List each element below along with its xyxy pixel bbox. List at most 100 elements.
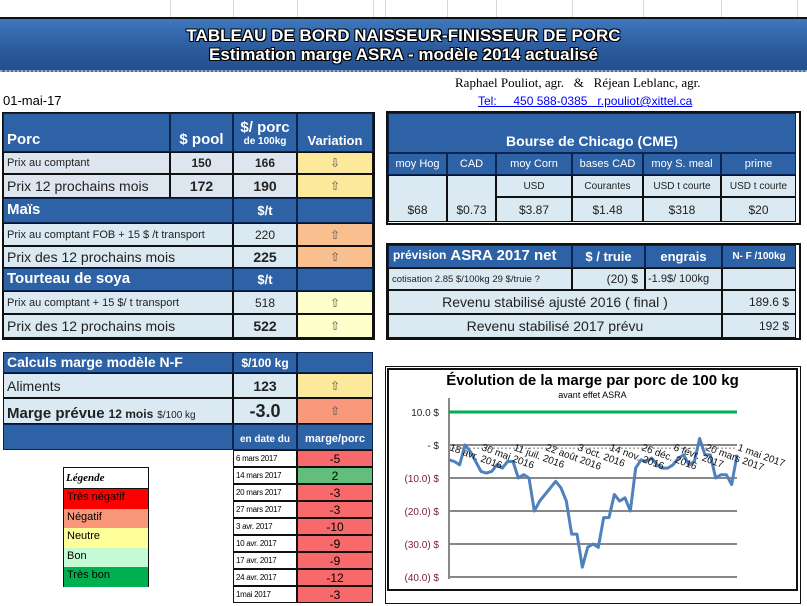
legend-item: Neutre [64, 528, 148, 548]
data-point [731, 484, 733, 486]
cme-unit: USD [496, 175, 572, 197]
data-point [560, 487, 562, 489]
history-date: 27 mars 2017 [233, 501, 297, 518]
history-date: 17 avr. 2017 [233, 552, 297, 569]
variation-header: Variation [297, 113, 373, 152]
cme-col-header: CAD [447, 153, 496, 175]
y-tick-label: (10.0) $ [405, 474, 440, 485]
rev2016-value: 189.6 $ [722, 290, 796, 314]
chart-subtitle: avant effet ASRA [558, 390, 627, 400]
data-point [480, 470, 482, 472]
history-date: 10 avr. 2017 [233, 535, 297, 552]
aliments-label: Aliments [3, 373, 233, 398]
data-point [603, 517, 605, 519]
data-point [720, 474, 722, 476]
mais-spot-value: 220 [233, 223, 297, 246]
cme-unit: USD t courte [721, 175, 796, 197]
history-marge: -9 [297, 552, 373, 569]
aliments-value: 123 [233, 373, 297, 398]
calculs-unit: $/100 kg [233, 352, 297, 373]
data-point [736, 454, 738, 456]
date-header: en date du [233, 424, 297, 450]
arrow-up-icon: ⇧ [297, 246, 373, 268]
data-point [597, 546, 599, 548]
data-point [725, 474, 727, 476]
data-point [544, 494, 546, 495]
y-tick-label: - $ [427, 441, 439, 452]
data-point [683, 454, 685, 456]
arrow-up-icon: ⇧ [297, 314, 373, 338]
dashboard-subtitle: Estimation marge ASRA - modèle 2014 actu… [209, 45, 598, 64]
mais-spot-label: Prix au comptant FOB + 15 $ /t transport [3, 223, 233, 246]
data-point [453, 461, 455, 462]
data-point [592, 543, 594, 545]
contact-link[interactable]: Tel: 450 588-0385 r.pouliot@xittel.ca [478, 94, 693, 108]
data-point [581, 566, 583, 568]
history-marge: -5 [297, 450, 373, 467]
data-point [501, 467, 503, 469]
data-point [677, 457, 679, 459]
soya-12m-value: 522 [233, 314, 297, 338]
history-date: 20 mars 2017 [233, 484, 297, 501]
cme-value: $20 [721, 197, 796, 222]
cme-value: $318 [643, 197, 721, 222]
pool-header: $ pool [170, 113, 233, 152]
soya-header-blank [297, 268, 373, 291]
data-point [619, 500, 621, 502]
data-point [523, 474, 525, 476]
data-point [704, 454, 706, 456]
cotisation-label: cotisation 2.85 $/100kg 29 $/truie ? [388, 268, 572, 290]
arrow-up-icon: ⇧ [297, 174, 373, 198]
cme-unit: Courantes [572, 175, 643, 197]
porc-header: Porc [3, 113, 170, 152]
data-point [624, 497, 626, 499]
engrais-header: engrais [645, 245, 722, 268]
data-point [635, 467, 637, 469]
nf-header: N- F /100kg [722, 245, 796, 268]
y-tick-label: (40.0) $ [405, 573, 440, 584]
y-tick-label: 10.0 $ [411, 408, 439, 419]
rev2016-label: Revenu stabilisé ajusté 2016 ( final ) [388, 290, 722, 314]
data-point [539, 500, 541, 502]
history-marge: -10 [297, 518, 373, 535]
data-point [656, 464, 658, 466]
porc-12m-pool: 172 [170, 174, 233, 198]
data-point [565, 500, 567, 502]
data-point [709, 454, 711, 456]
history-marge: -3 [297, 586, 373, 603]
asra-title: prévision ASRA 2017 net [388, 245, 572, 268]
data-point [533, 510, 535, 512]
data-point [688, 464, 690, 466]
data-point [464, 444, 466, 446]
marge-unit: $/100 kg [157, 410, 196, 421]
mais-header-blank [297, 198, 373, 223]
chart-title: Évolution de la marge par porc de 100 kg [446, 372, 739, 389]
history-marge: -9 [297, 535, 373, 552]
calculs-header: Calculs marge modèle N-F [3, 352, 233, 373]
porc-spot-price: 166 [233, 152, 297, 174]
arrow-up-icon: ⇧ [297, 291, 373, 314]
soya-12m-label: Prix des 12 prochains mois [3, 314, 233, 338]
arrow-up-icon: ⇧ [297, 373, 373, 398]
history-date: 24 avr. 2017 [233, 569, 297, 586]
data-point [448, 459, 450, 461]
authors: Raphael Pouliot, agr. & Réjean Leblanc, … [455, 75, 701, 90]
history-date: 3 avr. 2017 [233, 518, 297, 535]
legend-title: Légende [64, 468, 148, 489]
data-point [661, 467, 663, 469]
marge-header: marge/porc [297, 424, 373, 450]
porc-12m-price: 190 [233, 174, 297, 198]
cme-title: Bourse de Chicago (CME) [388, 113, 796, 153]
report-date: 01-mai-17 [3, 93, 62, 108]
history-marge: -12 [297, 569, 373, 586]
data-point [512, 461, 514, 462]
data-point [672, 464, 674, 466]
marge-label-cell: Marge prévue 12 mois $/100 kg [3, 398, 233, 424]
history-date: 14 mars 2017 [233, 467, 297, 484]
data-point [517, 477, 519, 479]
data-point [507, 461, 509, 462]
data-point [699, 437, 701, 439]
data-point [587, 546, 589, 548]
soya-spot-value: 518 [233, 291, 297, 314]
data-point [629, 510, 631, 512]
